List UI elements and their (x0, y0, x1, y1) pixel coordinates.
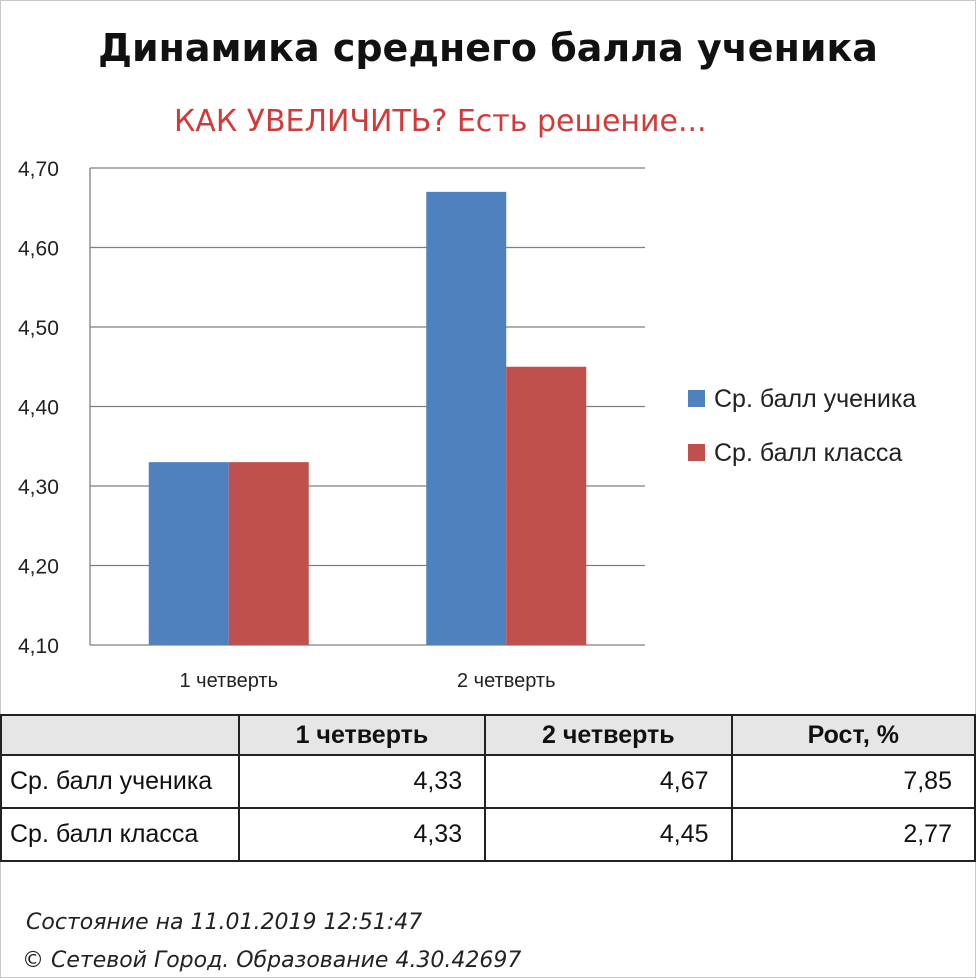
legend-label: Ср. балл ученика (714, 385, 916, 413)
legend-label: Ср. балл класса (714, 439, 902, 467)
table-header-q2: 2 четверть (484, 714, 733, 756)
footer-status: Состояние на 11.01.2019 12:51:47 (26, 910, 423, 935)
cell-value: 4,33 (237, 754, 487, 809)
y-tick-label: 4,30 (18, 476, 59, 499)
cell-value: 7,85 (730, 754, 976, 809)
bar (506, 366, 587, 645)
x-tick-label: 1 четверть (179, 670, 278, 692)
row-label: Ср. балл класса (0, 807, 240, 862)
y-tick-label: 4,60 (18, 238, 59, 261)
table-header-q1: 1 четверть (237, 714, 487, 756)
legend-swatch (688, 444, 705, 461)
chart-subtitle: КАК УВЕЛИЧИТЬ? Есть решение... (174, 104, 707, 139)
x-tick-label: 2 четверть (457, 670, 556, 692)
row-label: Ср. балл ученика (0, 754, 240, 809)
bar (426, 191, 507, 645)
legend-swatch (688, 390, 705, 407)
y-tick-label: 4,40 (18, 397, 59, 420)
chart-title: Динамика среднего балла ученика (98, 26, 878, 70)
cell-value: 2,77 (730, 807, 976, 862)
bar (148, 462, 229, 645)
table-row: Ср. балл класса 4,33 4,45 2,77 (0, 807, 976, 862)
y-tick-label: 4,10 (18, 635, 59, 658)
cell-value: 4,67 (484, 754, 733, 809)
y-tick-label: 4,50 (18, 317, 59, 340)
cell-value: 4,33 (237, 807, 487, 862)
table-header-row: 1 четверть 2 четверть Рост, % (0, 714, 976, 756)
bar-chart: 4,10 4,20 4,30 4,40 4,50 4,60 4,70 1 четверть 2 … (18, 158, 916, 692)
cell-value: 4,45 (484, 807, 733, 862)
data-table: 1 четверть 2 четверть Рост, % Ср. балл у… (0, 714, 976, 862)
y-tick-label: 4,20 (18, 556, 59, 579)
footer-copyright: © Сетевой Город. Образование 4.30.42697 (22, 948, 522, 973)
table-row: Ср. балл ученика 4,33 4,67 7,85 (0, 754, 976, 809)
y-tick-label: 4,70 (18, 158, 59, 181)
table-header-growth: Рост, % (730, 714, 976, 756)
bar (228, 462, 309, 645)
table-header-corner (0, 714, 240, 756)
